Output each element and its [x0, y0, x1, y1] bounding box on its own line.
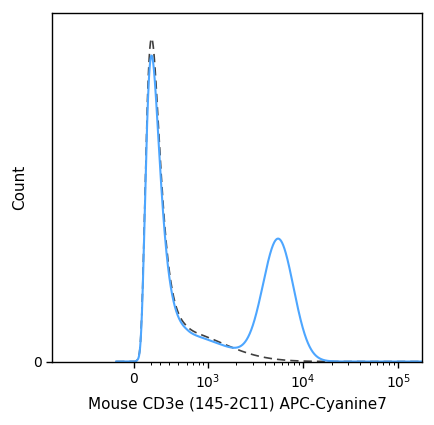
Y-axis label: Count: Count: [13, 164, 27, 210]
X-axis label: Mouse CD3e (145-2C11) APC-Cyanine7: Mouse CD3e (145-2C11) APC-Cyanine7: [88, 397, 386, 413]
